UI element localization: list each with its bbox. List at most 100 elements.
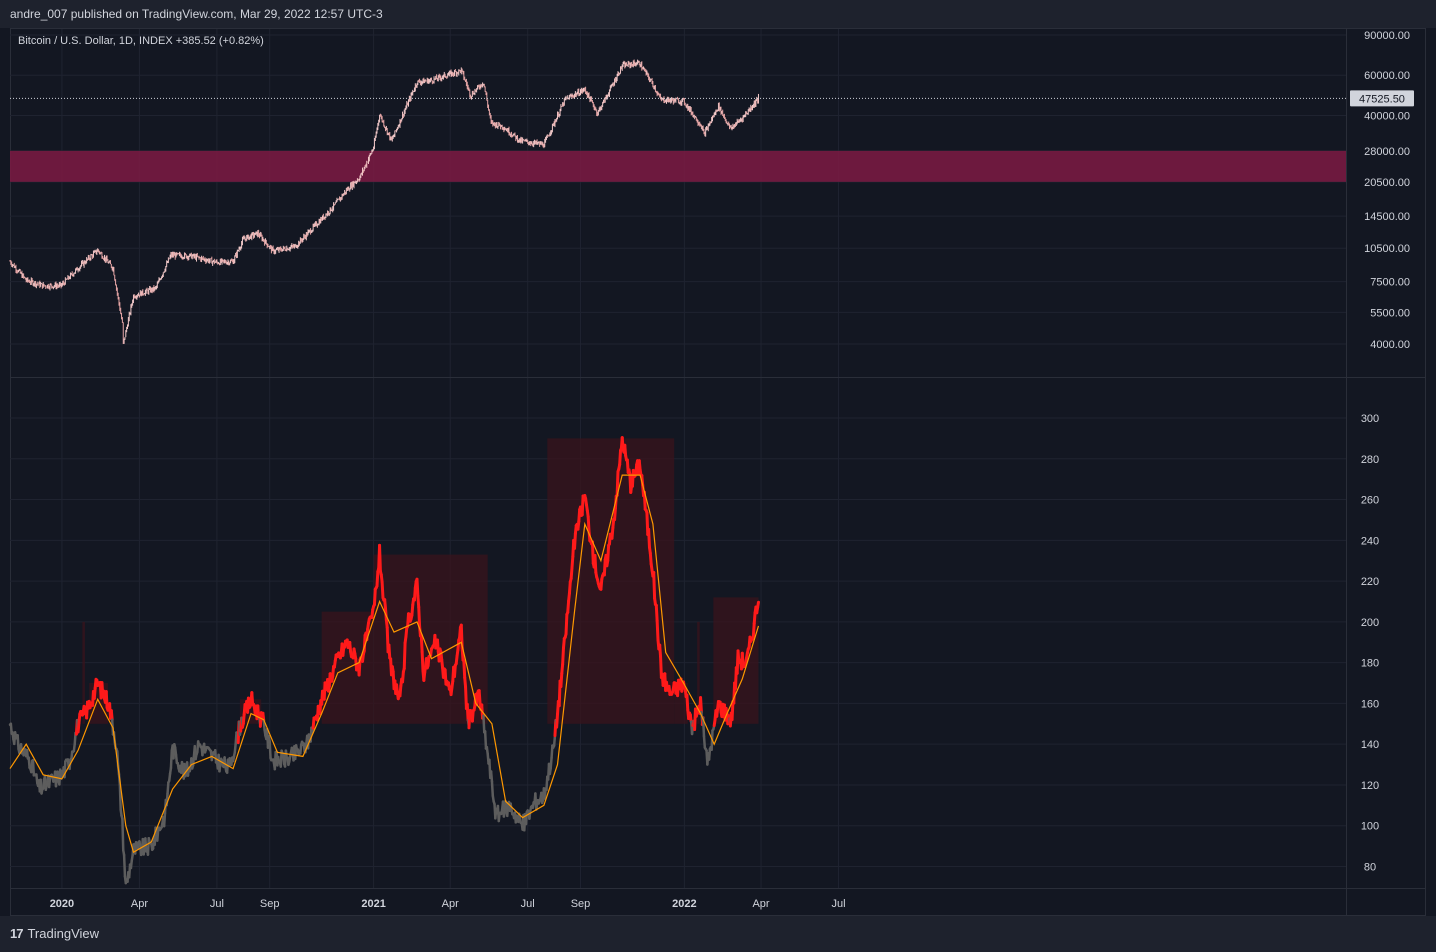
indicator-segment — [482, 714, 486, 734]
indicator-segment — [606, 543, 611, 563]
indicator-segment — [92, 686, 97, 700]
indicator-segment — [567, 580, 572, 595]
indicator-segment — [463, 676, 468, 689]
indicator-segment — [420, 650, 425, 673]
indicator-segment — [357, 658, 362, 677]
indicator-segment — [70, 750, 74, 762]
indicator-segment — [573, 532, 577, 550]
indicator-segment — [223, 756, 227, 769]
indicator-segment — [169, 749, 174, 770]
indicator-segment — [730, 700, 735, 722]
indicator-segment — [241, 713, 246, 726]
indicator-axis-label: 220 — [1361, 576, 1379, 588]
indicator-segment — [593, 553, 598, 574]
indicator-segment — [76, 721, 81, 734]
indicator-axis-label: 120 — [1361, 780, 1379, 792]
time-axis-label: 2020 — [50, 898, 74, 910]
time-axis-label: Sep — [571, 898, 591, 910]
indicator-segment — [483, 730, 488, 750]
indicator-segment — [618, 448, 623, 466]
indicator-segment — [201, 745, 205, 757]
indicator-segment — [477, 689, 482, 705]
indicator-segment — [654, 603, 659, 623]
indicator-segment — [470, 709, 475, 723]
support-zone[interactable] — [10, 150, 1346, 182]
indicator-segment — [121, 817, 125, 852]
indicator-segment — [419, 633, 424, 654]
indicator-segment — [426, 655, 431, 668]
indicator-segment — [756, 600, 760, 610]
indicator-segment — [590, 540, 595, 565]
time-axis-label: Jul — [831, 898, 845, 910]
indicator-segment — [615, 470, 620, 497]
indicator-segment — [118, 783, 122, 812]
price-axis-label: 40000.00 — [1364, 110, 1410, 122]
indicator-segment — [549, 756, 553, 770]
shaded-region — [82, 621, 85, 724]
indicator-segment — [162, 812, 167, 828]
time-axis-label: Jul — [210, 898, 224, 910]
indicator-segment — [489, 770, 494, 783]
symbol-text: Bitcoin / U.S. Dollar, 1D, INDEX — [18, 35, 173, 47]
indicator-axis-label: 260 — [1361, 495, 1379, 507]
indicator-segment — [602, 558, 607, 577]
indicator-segment — [311, 716, 316, 730]
indicator-segment — [528, 809, 532, 820]
tradingview-logo[interactable]: 17 TradingView — [10, 926, 99, 941]
tradingview-brand: TradingView — [27, 926, 100, 941]
indicator-segment — [256, 704, 261, 719]
tradingview-logo-icon: 17 — [10, 926, 24, 941]
indicator-segment — [417, 605, 422, 628]
indicator-segment — [456, 638, 461, 652]
indicator-segment — [560, 662, 565, 675]
indicator-axis-label: 200 — [1361, 617, 1379, 629]
time-axis-label: Apr — [752, 898, 769, 910]
indicator-axis-label: 160 — [1361, 698, 1379, 710]
indicator-segment — [380, 580, 385, 600]
indicator-segment — [41, 778, 46, 790]
indicator-segment — [174, 753, 179, 765]
indicator-segment — [652, 570, 657, 600]
indicator-segment — [647, 527, 651, 549]
indicator-segment — [299, 743, 303, 755]
price-axis-label: 28000.00 — [1364, 146, 1410, 158]
indicator-segment — [564, 612, 569, 636]
indicator-segment — [398, 684, 403, 698]
indicator-segment — [27, 756, 31, 770]
time-axis-label: 2021 — [361, 898, 385, 910]
indicator-axis-label: 80 — [1364, 862, 1376, 874]
indicator-segment — [233, 742, 237, 754]
time-axis-label: Apr — [131, 898, 148, 910]
indicator-segment — [751, 621, 756, 638]
indicator-segment — [56, 770, 60, 783]
indicator-segment — [699, 696, 703, 714]
published-text: andre_007 published on TradingView.com, … — [10, 7, 383, 21]
indicator-segment — [401, 670, 405, 684]
indicator-segment — [416, 594, 421, 609]
indicator-segment — [372, 587, 377, 607]
price-axis-label: 4000.00 — [1370, 339, 1410, 351]
indicator-segment — [378, 543, 382, 573]
indicator-segment — [569, 566, 574, 581]
indicator-segment — [402, 641, 407, 670]
indicator-segment — [166, 781, 170, 795]
time-axis-label: Apr — [442, 898, 459, 910]
indicator-segment — [104, 690, 109, 709]
indicator-axis-label: 240 — [1361, 535, 1379, 547]
indicator-segment — [348, 640, 353, 654]
price-axis-label: 60000.00 — [1364, 70, 1410, 82]
indicator-segment — [375, 570, 380, 588]
signal-line — [9, 474, 760, 854]
indicator-segment — [452, 663, 457, 678]
indicator-segment — [648, 551, 653, 566]
indicator-segment — [707, 747, 712, 761]
indicator-segment — [16, 734, 20, 751]
indicator-segment — [561, 646, 565, 666]
last-price-label: 47525.50 — [1359, 93, 1405, 105]
indicator-segment — [620, 436, 625, 452]
change-text: +385.52 (+0.82%) — [175, 35, 264, 47]
indicator-segment — [561, 637, 566, 650]
time-axis-label: 2022 — [672, 898, 696, 910]
indicator-segment — [623, 443, 628, 458]
